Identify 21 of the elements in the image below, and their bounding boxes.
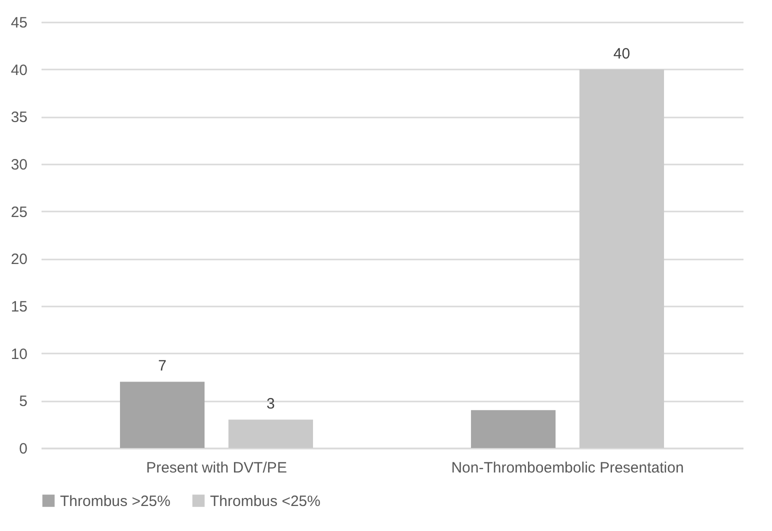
bar <box>228 420 314 448</box>
y-tick-label: 35 <box>10 109 28 126</box>
data-label: 3 <box>266 396 275 413</box>
y-tick-label: 15 <box>10 298 28 316</box>
y-tick-label: 10 <box>10 346 28 363</box>
y-tick-label: 5 <box>19 393 28 410</box>
y-tick-label: 20 <box>10 251 28 268</box>
bar <box>579 69 664 448</box>
y-tick-label: 30 <box>10 156 28 174</box>
bar <box>470 410 556 448</box>
x-tick-label: Present with DVT/PE <box>146 460 287 476</box>
data-label: 40 <box>613 45 630 62</box>
data-label: 7 <box>158 358 166 375</box>
legend-label: Thrombus >25% <box>60 492 170 510</box>
y-tick-label: 25 <box>10 204 28 221</box>
legend-label: Thrombus <25% <box>210 492 320 510</box>
y-tick-label: 40 <box>10 62 28 79</box>
bar <box>120 382 205 448</box>
y-tick-label: 0 <box>19 440 28 458</box>
x-tick-label: Non-Thromboembolic Presentation <box>451 460 684 476</box>
y-tick-label: 45 <box>10 14 28 32</box>
